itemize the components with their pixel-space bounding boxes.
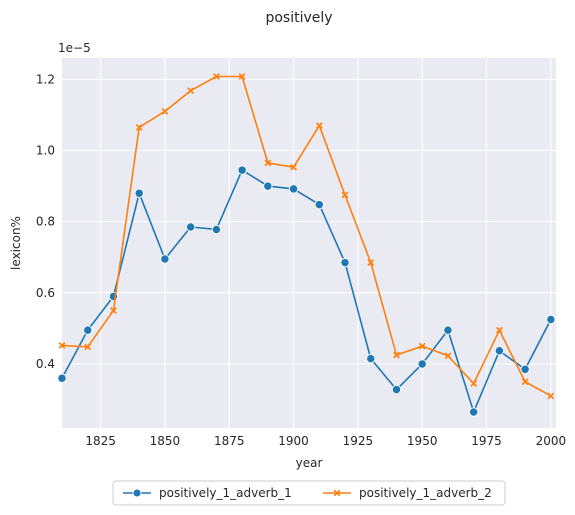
- legend-item: positively_1_adverb_2: [323, 486, 492, 500]
- data-point: [469, 407, 479, 417]
- legend-box: [112, 480, 506, 506]
- data-point: [443, 325, 453, 335]
- y-tick-label: 1.0: [36, 144, 55, 158]
- data-point: [290, 163, 297, 171]
- data-point: [391, 384, 402, 395]
- data-point: [340, 257, 350, 268]
- y-tick-label: 1.2: [36, 72, 55, 86]
- x-tick-label: 1950: [407, 434, 438, 448]
- legend-item: positively_1_adverb_1: [123, 486, 292, 500]
- data-point: [110, 307, 117, 314]
- x-tick-label: 1975: [471, 434, 502, 448]
- x-axis-ticks: 1825 1850 1875 1900 1925 1950 1975 2000: [85, 434, 566, 448]
- chart-title: positively: [265, 10, 332, 26]
- data-point: [444, 352, 452, 360]
- x-tick-label: 1850: [150, 434, 181, 448]
- y-tick-label: 0.6: [36, 286, 55, 300]
- x-tick-label: 1875: [214, 434, 245, 448]
- data-point: [367, 259, 375, 266]
- data-point: [494, 346, 505, 356]
- legend: positively_1_adverb_1 positively_1_adverb…: [112, 480, 506, 506]
- plot-area: [62, 58, 556, 428]
- data-point: [521, 378, 529, 386]
- data-point: [238, 73, 246, 80]
- x-tick-label: 2000: [536, 434, 567, 448]
- gridlines: [62, 58, 556, 428]
- y-axis-label: lexicon%: [9, 216, 23, 270]
- data-point: [393, 351, 400, 359]
- data-point: [315, 122, 323, 129]
- legend-label: positively_1_adverb_1: [159, 486, 292, 500]
- data-point: [314, 199, 324, 210]
- x-tick-label: 1900: [278, 434, 309, 448]
- series-layer: [57, 73, 556, 417]
- x-tick-label: 1925: [343, 434, 374, 448]
- data-point: [160, 254, 170, 264]
- data-point: [237, 165, 247, 175]
- data-point: [58, 342, 66, 349]
- data-point: [417, 359, 427, 369]
- y-tick-label: 0.4: [36, 357, 55, 371]
- data-point: [57, 373, 67, 383]
- y-tick-label: 0.8: [36, 215, 55, 229]
- legend-marker: [132, 488, 142, 498]
- data-point: [211, 224, 222, 235]
- data-point: [83, 325, 93, 335]
- data-point: [161, 107, 169, 115]
- data-point: [185, 222, 196, 232]
- data-point: [546, 314, 556, 325]
- data-point: [84, 343, 92, 351]
- data-point: [212, 73, 220, 80]
- legend-label: positively_1_adverb_2: [359, 486, 492, 500]
- series-positively_1_adverb_1: [57, 165, 556, 417]
- data-point: [418, 342, 426, 350]
- data-point: [520, 364, 530, 374]
- data-point: [470, 380, 478, 387]
- data-point: [547, 392, 555, 400]
- data-point: [288, 184, 299, 194]
- series-positively_1_adverb_2: [58, 73, 555, 400]
- data-point: [135, 123, 143, 131]
- legend-marker: [333, 489, 341, 497]
- series-line: [61, 75, 552, 397]
- data-point: [134, 188, 144, 198]
- x-axis-label: year: [296, 456, 323, 470]
- data-point: [187, 87, 195, 95]
- data-point: [495, 326, 503, 334]
- series-line: [61, 169, 552, 413]
- y-axis-offset-label: 1e−5: [58, 41, 91, 55]
- data-point: [263, 181, 273, 191]
- data-point: [341, 191, 349, 199]
- x-tick-label: 1825: [85, 434, 116, 448]
- y-axis-ticks: 0.4 0.6 0.8 1.0 1.2: [36, 72, 55, 371]
- data-point: [264, 159, 272, 167]
- data-point: [366, 353, 376, 364]
